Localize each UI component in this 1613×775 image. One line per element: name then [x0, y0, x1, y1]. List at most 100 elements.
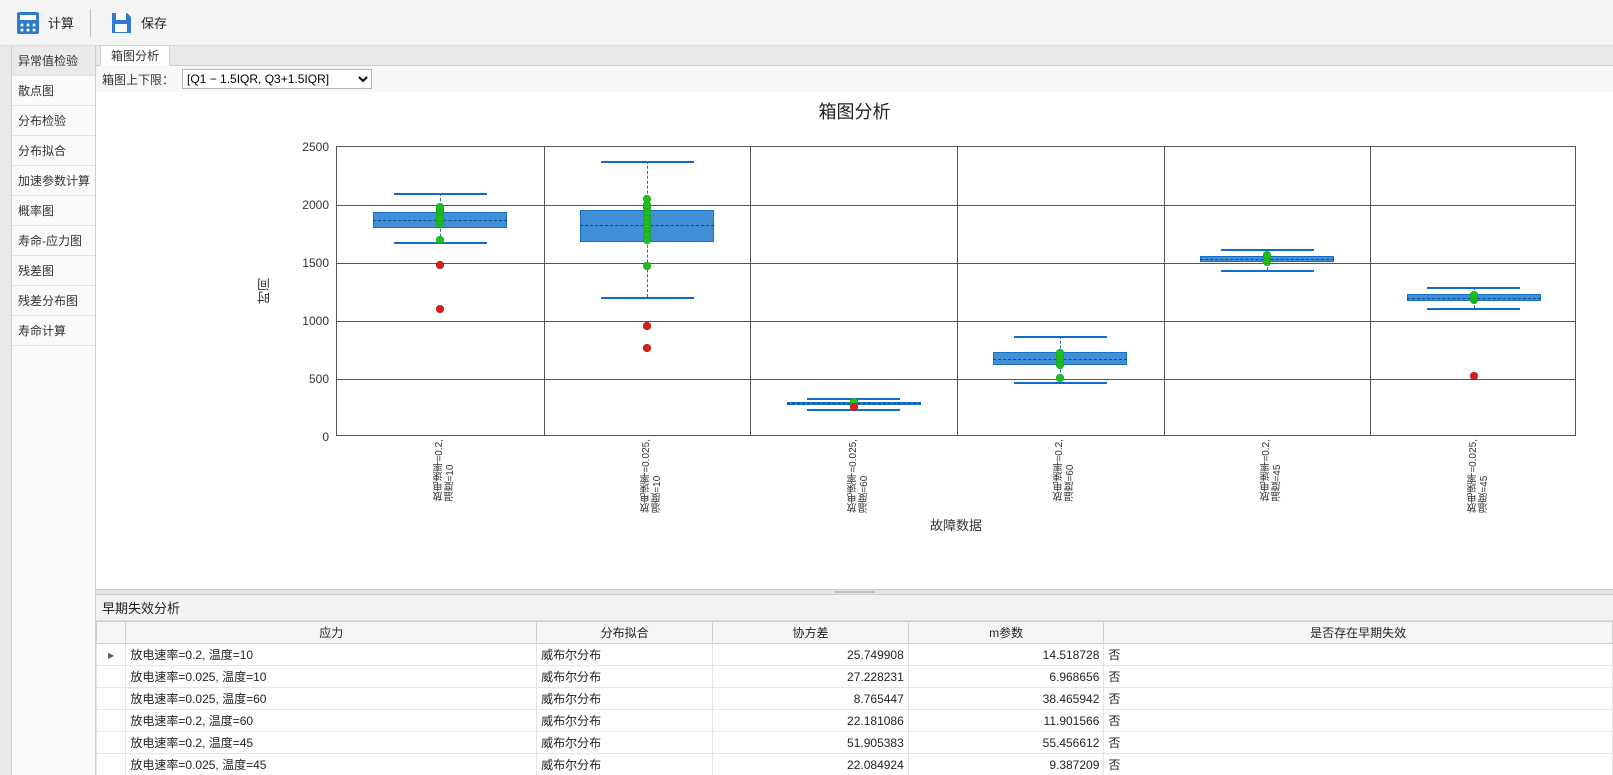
whisker-cap — [1427, 287, 1520, 289]
sidebar-item-0[interactable]: 异常值检验 — [12, 46, 95, 76]
inlier-point — [1056, 349, 1064, 357]
tabstrip: 箱图分析 — [96, 46, 1613, 66]
limit-select[interactable]: [Q1 − 1.5IQR, Q3+1.5IQR] — [182, 69, 372, 89]
toolbar: 计算 保存 — [0, 0, 1613, 46]
inlier-point — [1056, 374, 1064, 382]
x-tick-label: 放电速率=0.2, 温度=10 — [434, 439, 456, 502]
table-cell: 威布尔分布 — [537, 644, 713, 666]
col-header: 分布拟合 — [537, 622, 713, 644]
table-row[interactable]: 放电速率=0.2, 温度=60威布尔分布22.18108611.901566否 — [97, 710, 1613, 732]
outlier-point — [643, 322, 651, 330]
chart-panel: 箱图分析 时间 故障数据 05001000150020002500放电速率=0.… — [96, 92, 1613, 589]
table-row[interactable]: 放电速率=0.2, 温度=45威布尔分布51.90538355.456612否 — [97, 732, 1613, 754]
table-cell: 9.387209 — [908, 754, 1104, 775]
whisker-cap — [601, 161, 694, 163]
sidebar-item-1[interactable]: 散点图 — [12, 76, 95, 106]
table-cell: 否 — [1104, 666, 1613, 688]
col-header: 是否存在早期失效 — [1104, 622, 1613, 644]
inlier-point — [436, 203, 444, 211]
table-cell: 27.228231 — [713, 666, 909, 688]
save-button[interactable]: 保存 — [103, 7, 171, 39]
row-marker — [97, 666, 126, 688]
table-cell: 否 — [1104, 688, 1613, 710]
table-cell: 否 — [1104, 732, 1613, 754]
sidebar-item-9[interactable]: 寿命计算 — [12, 316, 95, 346]
chart-title: 箱图分析 — [96, 92, 1613, 124]
save-label: 保存 — [141, 13, 167, 32]
grid-line-v — [750, 147, 751, 435]
sidebar-item-7[interactable]: 残差图 — [12, 256, 95, 286]
toolbar-separator — [90, 9, 91, 37]
inlier-point — [1263, 251, 1271, 259]
table-row[interactable]: 放电速率=0.025, 温度=10威布尔分布27.2282316.968656否 — [97, 666, 1613, 688]
grid-line-v — [544, 147, 545, 435]
table-cell: 22.181086 — [713, 710, 909, 732]
whisker-cap — [601, 297, 694, 299]
sidebar-item-5[interactable]: 概率图 — [12, 196, 95, 226]
whisker-cap — [394, 193, 487, 195]
table-cell: 威布尔分布 — [537, 754, 713, 775]
table-cell: 放电速率=0.2, 温度=10 — [126, 644, 537, 666]
table-cell: 威布尔分布 — [537, 732, 713, 754]
col-header: 应力 — [126, 622, 537, 644]
option-bar: 箱图上下限： [Q1 − 1.5IQR, Q3+1.5IQR] — [96, 66, 1613, 92]
y-tick-label: 2500 — [302, 140, 329, 154]
grid-line-h — [337, 263, 1575, 264]
sidebar-item-6[interactable]: 寿命-应力图 — [12, 226, 95, 256]
sidebar-item-4[interactable]: 加速参数计算 — [12, 166, 95, 196]
table-cell: 威布尔分布 — [537, 666, 713, 688]
table-cell: 放电速率=0.2, 温度=60 — [126, 710, 537, 732]
table-cell: 放电速率=0.2, 温度=45 — [126, 732, 537, 754]
bottom-panel: 早期失效分析 应力分布拟合协方差m参数是否存在早期失效▸放电速率=0.2, 温度… — [96, 595, 1613, 775]
limit-label: 箱图上下限： — [102, 71, 174, 88]
table-cell: 38.465942 — [908, 688, 1104, 710]
table-cell: 放电速率=0.025, 温度=45 — [126, 754, 537, 775]
plot-area: 时间 故障数据 05001000150020002500放电速率=0.2, 温度… — [336, 146, 1576, 436]
table-cell: 51.905383 — [713, 732, 909, 754]
col-header: 协方差 — [713, 622, 909, 644]
table-cell: 6.968656 — [908, 666, 1104, 688]
table-cell: 否 — [1104, 710, 1613, 732]
grid-line-h — [337, 379, 1575, 380]
table-row[interactable]: ▸放电速率=0.2, 温度=10威布尔分布25.74990814.518728否 — [97, 644, 1613, 666]
whisker-cap — [1427, 308, 1520, 310]
x-tick-label: 放电速率=0.2, 温度=45 — [1261, 439, 1283, 502]
grid-line-v — [1164, 147, 1165, 435]
calculator-icon — [14, 9, 42, 37]
y-tick-label: 2000 — [302, 198, 329, 212]
left-gutter — [0, 46, 12, 775]
outlier-point — [643, 344, 651, 352]
grid-line-h — [337, 321, 1575, 322]
y-tick-label: 1500 — [302, 256, 329, 270]
table-cell: 14.518728 — [908, 644, 1104, 666]
table-cell: 威布尔分布 — [537, 688, 713, 710]
calc-label: 计算 — [48, 13, 74, 32]
row-marker — [97, 732, 126, 754]
sidebar-item-2[interactable]: 分布检验 — [12, 106, 95, 136]
table-cell: 放电速率=0.025, 温度=60 — [126, 688, 537, 710]
sidebar-item-8[interactable]: 残差分布图 — [12, 286, 95, 316]
col-header: m参数 — [908, 622, 1104, 644]
calc-button[interactable]: 计算 — [10, 7, 78, 39]
tab-boxplot[interactable]: 箱图分析 — [100, 45, 170, 66]
outlier-point — [850, 403, 858, 411]
row-marker: ▸ — [97, 644, 126, 666]
table-caption: 早期失效分析 — [96, 595, 1613, 621]
grid-line-h — [337, 205, 1575, 206]
grid-line-v — [957, 147, 958, 435]
x-tick-label: 放电速率=0.025, 温度=10 — [641, 439, 663, 513]
table-cell: 否 — [1104, 754, 1613, 775]
y-tick-label: 500 — [309, 372, 329, 386]
table-cell: 22.084924 — [713, 754, 909, 775]
outlier-point — [436, 305, 444, 313]
table-row[interactable]: 放电速率=0.025, 温度=60威布尔分布8.76544738.465942否 — [97, 688, 1613, 710]
sidebar-item-3[interactable]: 分布拟合 — [12, 136, 95, 166]
row-marker — [97, 754, 126, 775]
table-cell: 11.901566 — [908, 710, 1104, 732]
table-row[interactable]: 放电速率=0.025, 温度=45威布尔分布22.0849249.387209否 — [97, 754, 1613, 775]
inlier-point — [643, 195, 651, 203]
table-cell: 8.765447 — [713, 688, 909, 710]
outlier-point — [436, 261, 444, 269]
inlier-point — [1470, 291, 1478, 299]
inlier-point — [436, 236, 444, 244]
